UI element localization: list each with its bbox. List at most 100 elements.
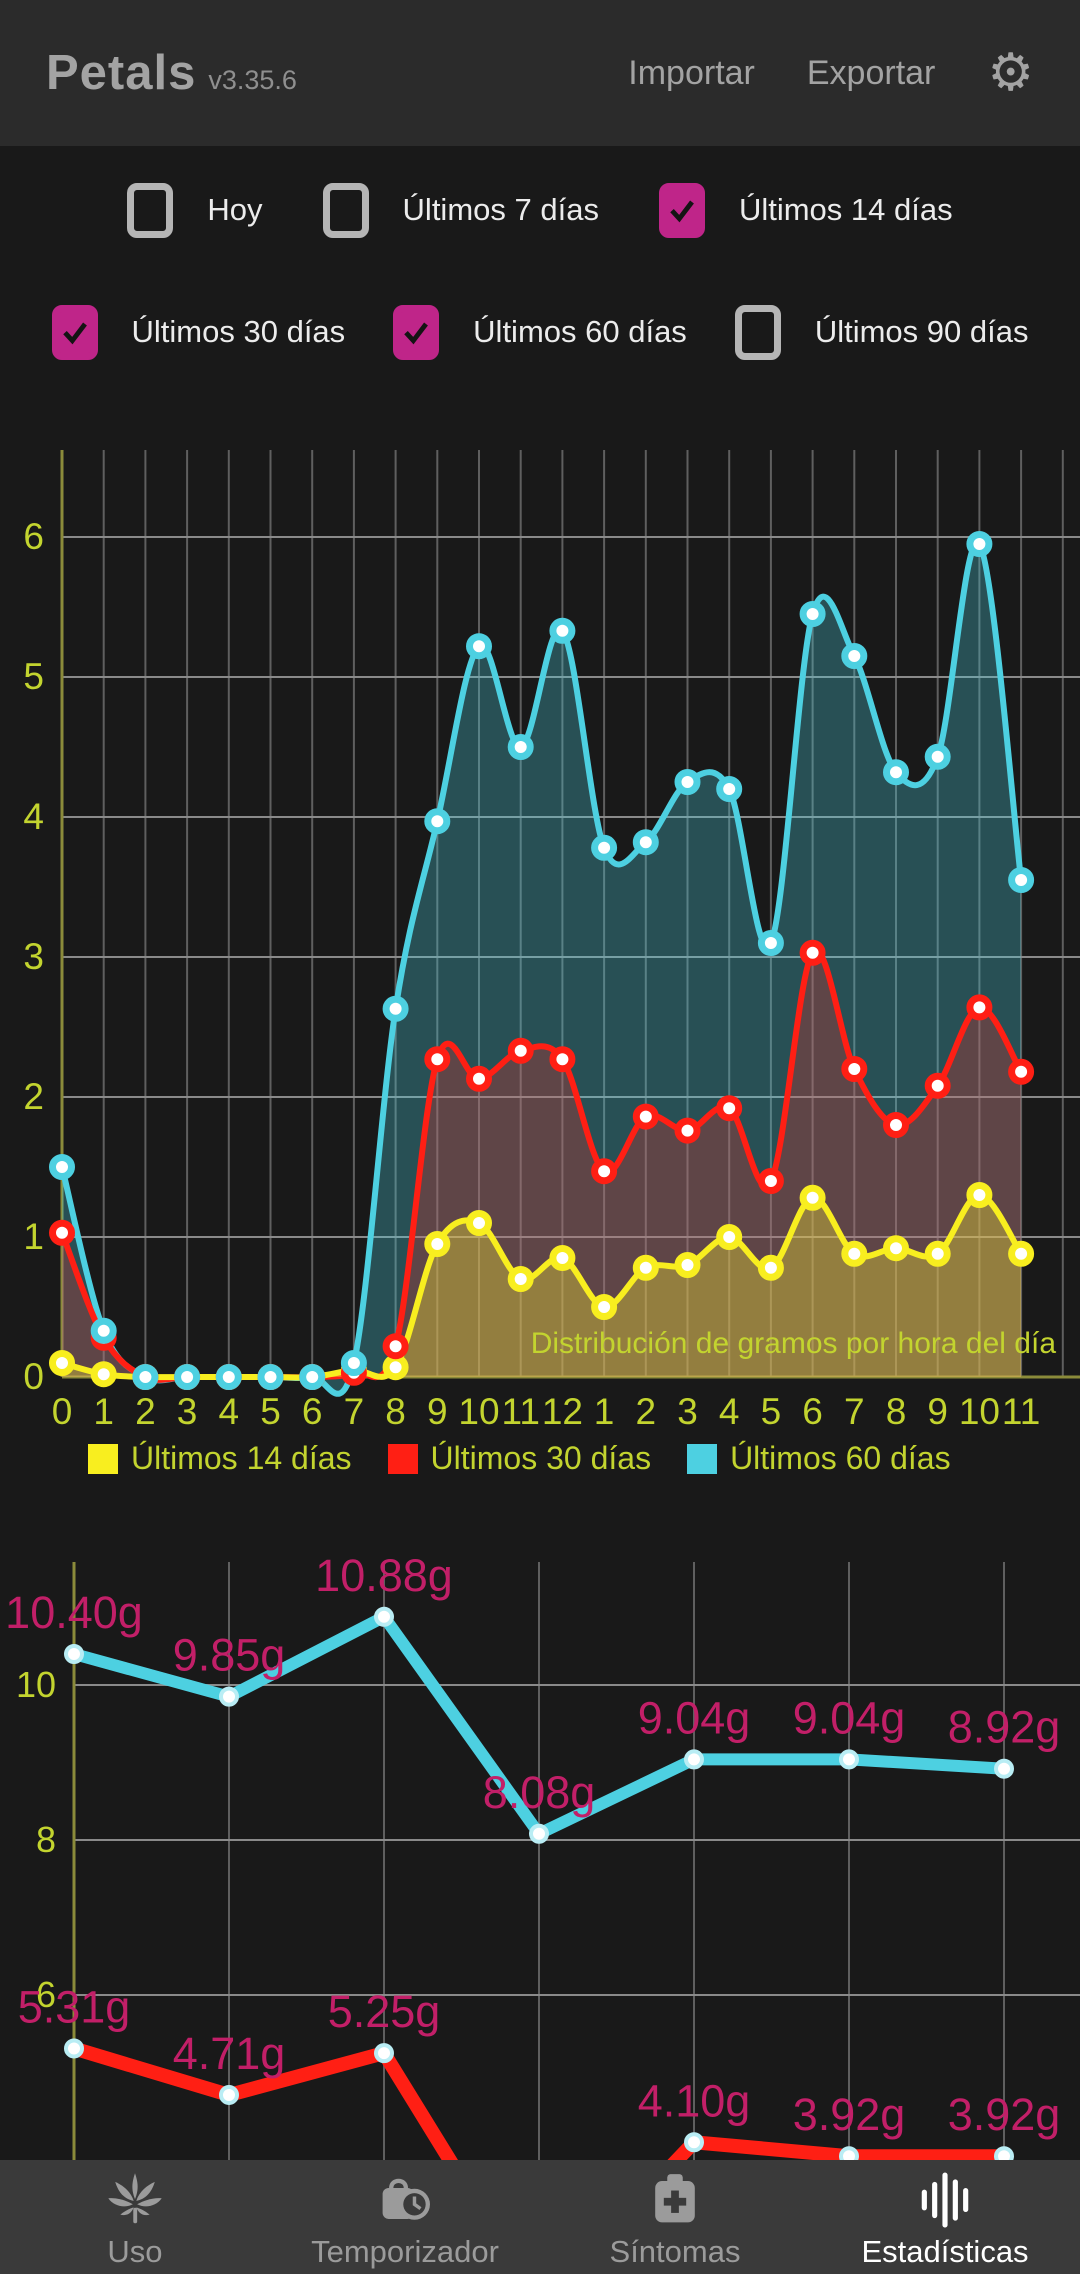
value-label: 4.71g xyxy=(173,2028,286,2079)
series-markers-2 xyxy=(49,531,1035,1390)
value-label: 9.85g xyxy=(173,1630,286,1681)
x-axis-tick: 12 xyxy=(542,1391,583,1432)
x-axis-tick: 5 xyxy=(761,1391,782,1432)
y-axis-tick: 4 xyxy=(23,796,44,837)
checkbox-checked-icon[interactable] xyxy=(51,304,98,360)
header-actions: Importar Exportar ⚙ xyxy=(628,47,1034,99)
value-label: 8.08g xyxy=(483,1767,596,1818)
legend-swatch-icon xyxy=(88,1443,118,1474)
legend-label: Últimos 60 días xyxy=(730,1440,951,1476)
y-axis-tick: 6 xyxy=(23,516,44,557)
app-title: Petals xyxy=(46,46,197,100)
app-header: Petals v3.35.6 Importar Exportar ⚙ xyxy=(0,0,1080,146)
filter-label: Últimos 14 días xyxy=(738,192,953,227)
equalizer-icon xyxy=(914,2169,976,2231)
x-axis-tick: 4 xyxy=(719,1391,740,1432)
x-axis-tick: 8 xyxy=(886,1391,907,1432)
filter-label: Últimos 7 días xyxy=(402,192,599,227)
legend-label: Últimos 14 días xyxy=(131,1440,352,1476)
y-axis-tick: 10 xyxy=(16,1664,56,1705)
checkbox-unchecked-icon[interactable] xyxy=(734,304,781,360)
chart-title: Distribución de gramos por hora del día xyxy=(531,1327,1057,1360)
x-axis-tick: 1 xyxy=(93,1391,114,1432)
checkbox-unchecked-icon[interactable] xyxy=(322,182,369,238)
x-axis-tick: 2 xyxy=(135,1391,156,1432)
x-axis-tick: 10 xyxy=(458,1391,499,1432)
nav-label: Estadísticas xyxy=(861,2233,1029,2269)
x-axis-tick: 1 xyxy=(594,1391,615,1432)
checkbox-checked-icon[interactable] xyxy=(658,182,705,238)
y-axis-tick: 2 xyxy=(23,1076,44,1117)
filter-label: Últimos 30 días xyxy=(131,314,346,349)
y-axis-tick: 1 xyxy=(23,1216,44,1257)
value-label: 10.40g xyxy=(5,1587,143,1638)
value-label: 4.10g xyxy=(638,2075,751,2126)
nav-label: Temporizador xyxy=(311,2233,499,2269)
x-axis-tick: 7 xyxy=(844,1391,865,1432)
value-label: 3.92g xyxy=(793,2089,906,2140)
legend-item: Últimos 60 días xyxy=(687,1440,951,1477)
filter-label: Últimos 60 días xyxy=(473,314,687,349)
nav-item-estadisticas[interactable]: Estadísticas xyxy=(810,2160,1080,2274)
filter-checkbox-últimos-30-días[interactable]: Últimos 30 días xyxy=(51,304,346,360)
legend-swatch-icon xyxy=(387,1443,418,1474)
nav-item-temporizador[interactable]: Temporizador xyxy=(270,2160,540,2274)
filter-label: Hoy xyxy=(207,192,263,227)
nav-item-uso[interactable]: Uso xyxy=(0,2160,270,2274)
x-axis-tick: 9 xyxy=(927,1391,948,1432)
y-axis-tick: 5 xyxy=(23,656,44,697)
x-axis-tick: 2 xyxy=(636,1391,657,1432)
y-axis-tick: 6 xyxy=(36,1974,56,2015)
value-label: 9.04g xyxy=(793,1692,906,1743)
settings-gear-icon[interactable]: ⚙ xyxy=(987,44,1034,102)
first-aid-kit-icon xyxy=(644,2169,706,2231)
x-axis-tick: 8 xyxy=(385,1391,406,1432)
x-axis-tick: 11 xyxy=(501,1391,539,1432)
legend-item: Últimos 30 días xyxy=(387,1440,652,1477)
y-axis-tick: 0 xyxy=(23,1356,44,1397)
filter-checkbox-hoy[interactable]: Hoy xyxy=(127,182,263,238)
filter-label: Últimos 90 días xyxy=(814,314,1029,349)
checkbox-checked-icon[interactable] xyxy=(393,304,440,360)
filter-row-2: Últimos 30 días Últimos 60 días Últimos 90… xyxy=(0,302,1080,362)
series-area-0 xyxy=(62,1195,1022,1378)
value-label: 3.92g xyxy=(948,2089,1061,2140)
daily-average-chart: 10 8 65.31g 4.71g 5.25g 4.10g 3.92g 3.92g 10.40g… xyxy=(5,1550,1080,2160)
import-button[interactable]: Importar xyxy=(628,53,755,92)
y-axis-tick: 8 xyxy=(36,1819,56,1860)
filter-row-1: Hoy Últimos 7 días Últimos 14 días xyxy=(0,180,1080,240)
x-axis-tick: 0 xyxy=(52,1391,73,1432)
x-axis-tick: 3 xyxy=(677,1391,698,1432)
x-axis-tick: 6 xyxy=(302,1391,323,1432)
x-axis-tick: 6 xyxy=(802,1391,823,1432)
x-axis-tick: 4 xyxy=(219,1391,240,1432)
y-axis-tick: 3 xyxy=(23,936,44,977)
filter-checkbox-últimos-60-días[interactable]: Últimos 60 días xyxy=(393,304,687,360)
bottom-nav: Uso Temporizador Síntomas Estadísticas xyxy=(0,2160,1080,2274)
chart-gridlines xyxy=(60,450,1080,1379)
nav-label: Síntomas xyxy=(609,2233,741,2269)
chart-legend: Últimos 14 días Últimos 30 días Últimos 60… xyxy=(88,1440,951,1477)
x-axis-tick: 7 xyxy=(344,1391,365,1432)
filter-checkbox-últimos-14-días[interactable]: Últimos 14 días xyxy=(658,182,953,238)
x-axis-tick: 9 xyxy=(427,1391,448,1432)
value-label: 10.88g xyxy=(315,1550,453,1601)
x-axis-tick: 3 xyxy=(177,1391,198,1432)
export-button[interactable]: Exportar xyxy=(806,53,936,92)
legend-item: Últimos 14 días xyxy=(88,1440,352,1477)
cannabis-leaf-icon xyxy=(104,2169,166,2231)
x-axis-tick: 11 xyxy=(1002,1391,1040,1432)
filter-checkbox-últimos-90-días[interactable]: Últimos 90 días xyxy=(734,304,1029,360)
legend-swatch-icon xyxy=(687,1443,718,1474)
value-label: 8.92g xyxy=(948,1702,1061,1753)
x-axis-tick: 10 xyxy=(959,1391,1000,1432)
nav-item-sintomas[interactable]: Síntomas xyxy=(540,2160,810,2274)
x-axis-tick: 5 xyxy=(260,1391,281,1432)
legend-label: Últimos 30 días xyxy=(430,1440,652,1476)
value-label: 9.04g xyxy=(638,1692,751,1743)
checkbox-unchecked-icon[interactable] xyxy=(127,182,174,238)
filter-checkbox-últimos-7-días[interactable]: Últimos 7 días xyxy=(322,182,599,238)
app-version: v3.35.6 xyxy=(208,65,297,95)
